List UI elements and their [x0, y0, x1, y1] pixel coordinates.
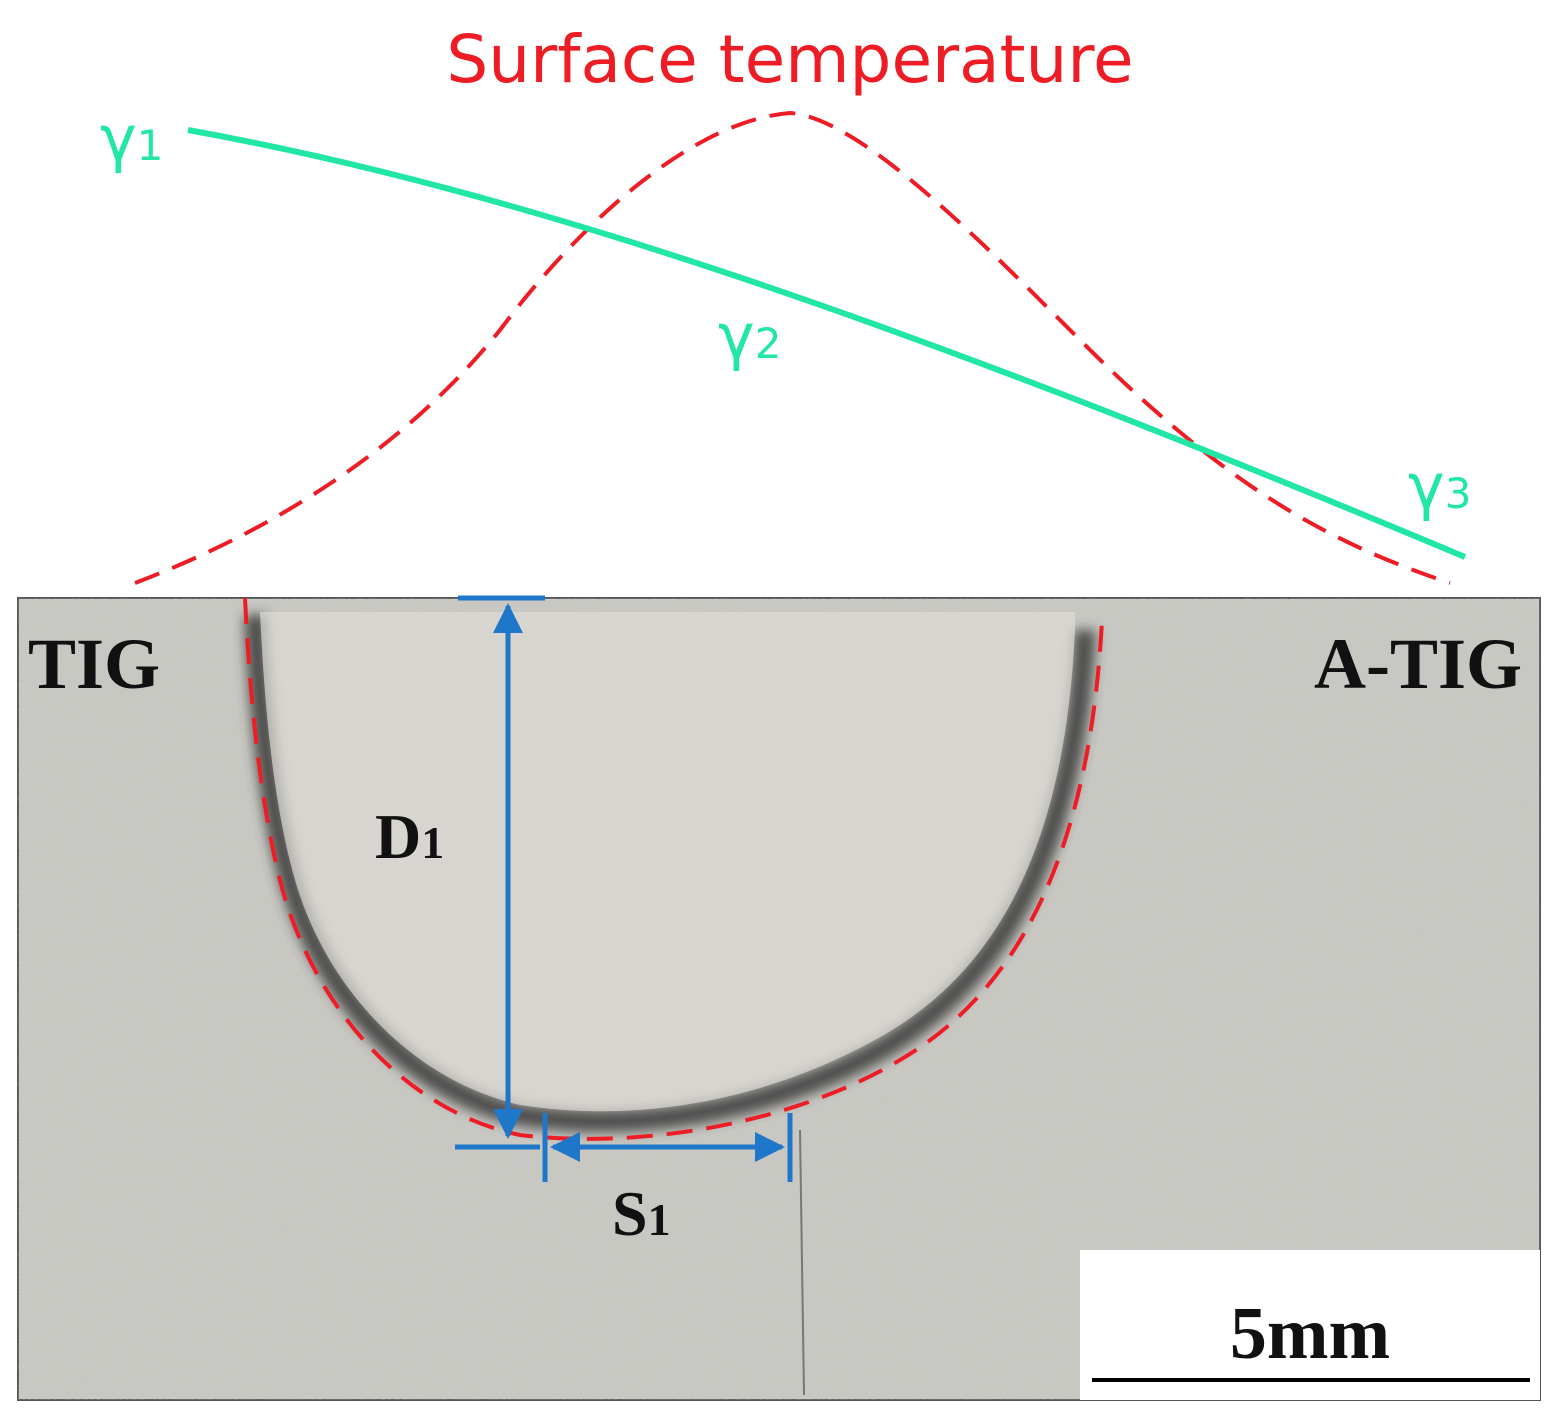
- symbol: D: [375, 801, 421, 872]
- measurements: [455, 595, 793, 1182]
- temperature-curve: [134, 110, 1451, 585]
- subscript: 1: [421, 817, 444, 868]
- subscript: 2: [755, 319, 782, 368]
- shift-label: S1: [612, 1178, 671, 1249]
- title: Surface temperature: [446, 21, 1133, 98]
- symbol: γ: [718, 300, 755, 373]
- left-label: TIG: [28, 624, 160, 704]
- symbol: γ: [100, 102, 137, 175]
- scale-label: 5mm: [1230, 1293, 1390, 1375]
- surface-tension-line: [187, 127, 1467, 560]
- gamma-label: γ2: [718, 300, 781, 373]
- micrograph: [17, 597, 1541, 1401]
- symbol: S: [612, 1178, 648, 1249]
- subscript: 3: [1445, 469, 1472, 518]
- depth-label: D1: [375, 801, 444, 872]
- gamma-label: γ3: [1408, 450, 1471, 523]
- subscript: 1: [648, 1194, 671, 1245]
- right-label: A-TIG: [1314, 624, 1522, 704]
- subscript: 1: [137, 121, 164, 170]
- gamma-label: γ1: [100, 102, 163, 175]
- scale-box: [1080, 1250, 1540, 1400]
- symbol: γ: [1408, 450, 1445, 523]
